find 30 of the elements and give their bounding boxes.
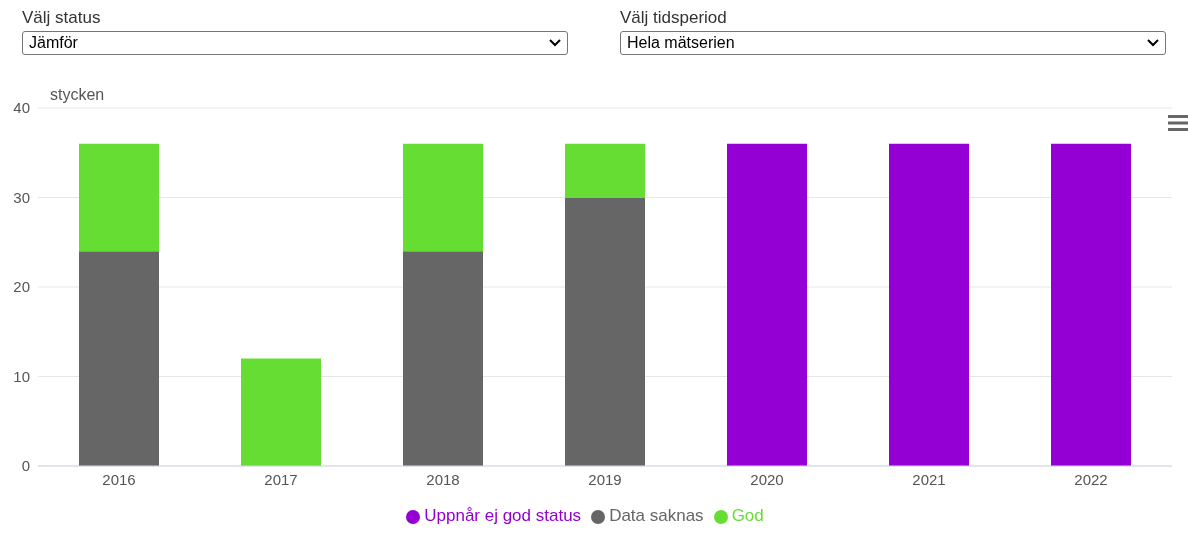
- bar: [565, 143, 645, 198]
- bar: [727, 143, 807, 466]
- bar: [79, 143, 159, 252]
- bar: [565, 197, 645, 466]
- y-tick-label: 30: [13, 188, 30, 206]
- legend-label: Uppnår ej god status: [424, 506, 582, 525]
- bar: [1051, 143, 1131, 466]
- bar: [79, 251, 159, 466]
- x-tick-label: 2019: [588, 470, 622, 488]
- text: Hela mätserien: [627, 34, 735, 52]
- x-tick-label: 2018: [426, 470, 460, 488]
- legend-label: Data saknas: [609, 506, 704, 525]
- y-axis-title: stycken: [50, 86, 105, 104]
- x-tick-label: 2020: [750, 470, 784, 488]
- x-tick-label: 2016: [102, 470, 136, 488]
- bar: [403, 143, 483, 252]
- legend-label: God: [731, 506, 764, 525]
- text: Välj tidsperiod: [620, 8, 728, 28]
- y-tick-label: 0: [21, 457, 30, 475]
- text: Jämför: [29, 34, 78, 52]
- bar: [889, 143, 969, 466]
- y-tick-label: 10: [13, 367, 30, 385]
- y-tick-label: 40: [13, 99, 30, 117]
- text: Välj status: [22, 8, 102, 28]
- bar: [403, 251, 483, 466]
- y-tick-label: 20: [13, 278, 30, 296]
- x-tick-label: 2021: [912, 470, 946, 488]
- x-tick-label: 2022: [1074, 470, 1108, 488]
- bar: [241, 358, 321, 466]
- x-tick-label: 2017: [264, 470, 298, 488]
